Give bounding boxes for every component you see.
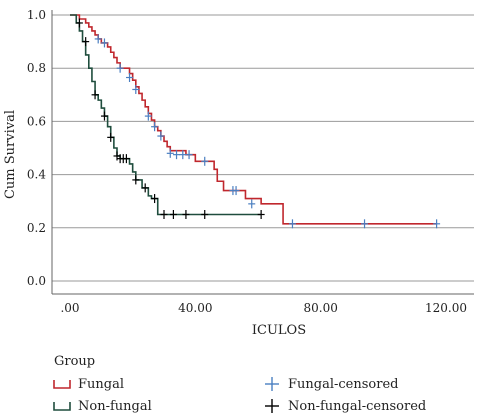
x-tick-label: 120.00 <box>425 301 467 315</box>
non-fungal-line-swatch <box>53 402 71 411</box>
axes <box>51 10 474 295</box>
y-tick-label: 0.0 <box>27 274 46 288</box>
survival-series <box>70 14 437 225</box>
censor-mark-fungal <box>132 84 140 94</box>
x-tick-label: 40.00 <box>178 301 212 315</box>
legend-label-non-fungal-censored: Non-fungal-censored <box>288 398 427 414</box>
fungal-censor-swatch <box>265 377 279 391</box>
censor-mark-non-fungal <box>257 210 265 219</box>
legend-item-fungal-censored: Fungal-censored <box>262 376 398 392</box>
legend-item-fungal: Fungal <box>52 376 124 392</box>
censor-mark-non-fungal <box>100 111 108 121</box>
legend-label-non-fungal: Non-fungal <box>78 398 152 414</box>
censor-mark-fungal <box>157 131 165 141</box>
censor-mark-fungal <box>100 38 108 48</box>
series-line-fungal <box>70 14 437 225</box>
censor-mark-fungal <box>361 219 369 229</box>
non-fungal-censor-swatch <box>265 399 279 413</box>
censor-mark-non-fungal <box>201 210 209 219</box>
censor-marks <box>75 18 441 229</box>
censor-mark-fungal <box>166 148 174 158</box>
censor-mark-non-fungal <box>141 183 149 193</box>
legend-item-non-fungal-censored: Non-fungal-censored <box>262 398 426 414</box>
censor-mark-fungal <box>433 219 441 229</box>
censor-mark-fungal <box>232 186 240 196</box>
censor-mark-fungal <box>94 34 102 44</box>
censor-mark-fungal <box>116 63 124 73</box>
censor-mark-fungal <box>126 73 134 83</box>
legend-label-fungal: Fungal <box>78 376 124 392</box>
x-tick-label: 80.00 <box>303 301 337 315</box>
censor-mark-fungal <box>201 156 209 166</box>
censor-mark-fungal <box>144 111 152 121</box>
censor-mark-non-fungal <box>75 18 83 28</box>
legend-title: Group <box>54 354 96 369</box>
censor-mark-fungal <box>185 150 193 160</box>
y-tick-labels: 0.0 0.2 0.4 0.6 0.8 1.0 <box>27 8 46 288</box>
censor-mark-fungal <box>151 122 159 132</box>
censor-mark-non-fungal <box>122 154 130 164</box>
censor-mark-non-fungal <box>151 194 159 204</box>
y-tick-label: 0.2 <box>27 221 46 235</box>
legend: Group Fungal Fungal-censored Non-fungal … <box>52 354 472 414</box>
y-axis-label: Cum Survival <box>3 110 18 199</box>
censor-mark-non-fungal <box>160 210 168 219</box>
censor-mark-non-fungal <box>91 90 99 100</box>
censor-mark-fungal <box>173 150 181 160</box>
legend-item-non-fungal: Non-fungal <box>52 398 152 414</box>
censor-mark-fungal <box>288 219 296 229</box>
censor-mark-non-fungal <box>132 175 140 185</box>
censor-mark-non-fungal <box>107 132 115 142</box>
y-tick-label: 1.0 <box>27 8 46 22</box>
x-tick-label: .00 <box>60 301 79 315</box>
x-axis-label: ICULOS <box>252 323 306 338</box>
censor-mark-non-fungal <box>182 210 190 219</box>
legend-label-fungal-censored: Fungal-censored <box>288 376 399 392</box>
fungal-line-swatch <box>53 380 71 389</box>
x-tick-labels: .00 40.00 80.00 120.00 <box>60 301 467 315</box>
censor-mark-fungal <box>179 150 187 160</box>
y-tick-label: 0.6 <box>27 114 46 128</box>
y-tick-label: 0.4 <box>27 168 46 182</box>
series-line-non-fungal <box>70 14 262 216</box>
y-tick-label: 0.8 <box>27 61 46 75</box>
censor-mark-fungal <box>248 199 256 209</box>
censor-mark-non-fungal <box>82 37 90 47</box>
censor-mark-non-fungal <box>169 210 177 219</box>
